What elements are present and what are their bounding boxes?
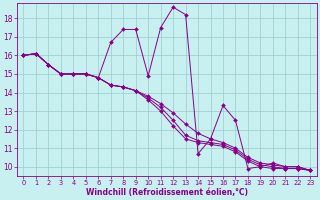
X-axis label: Windchill (Refroidissement éolien,°C): Windchill (Refroidissement éolien,°C): [86, 188, 248, 197]
